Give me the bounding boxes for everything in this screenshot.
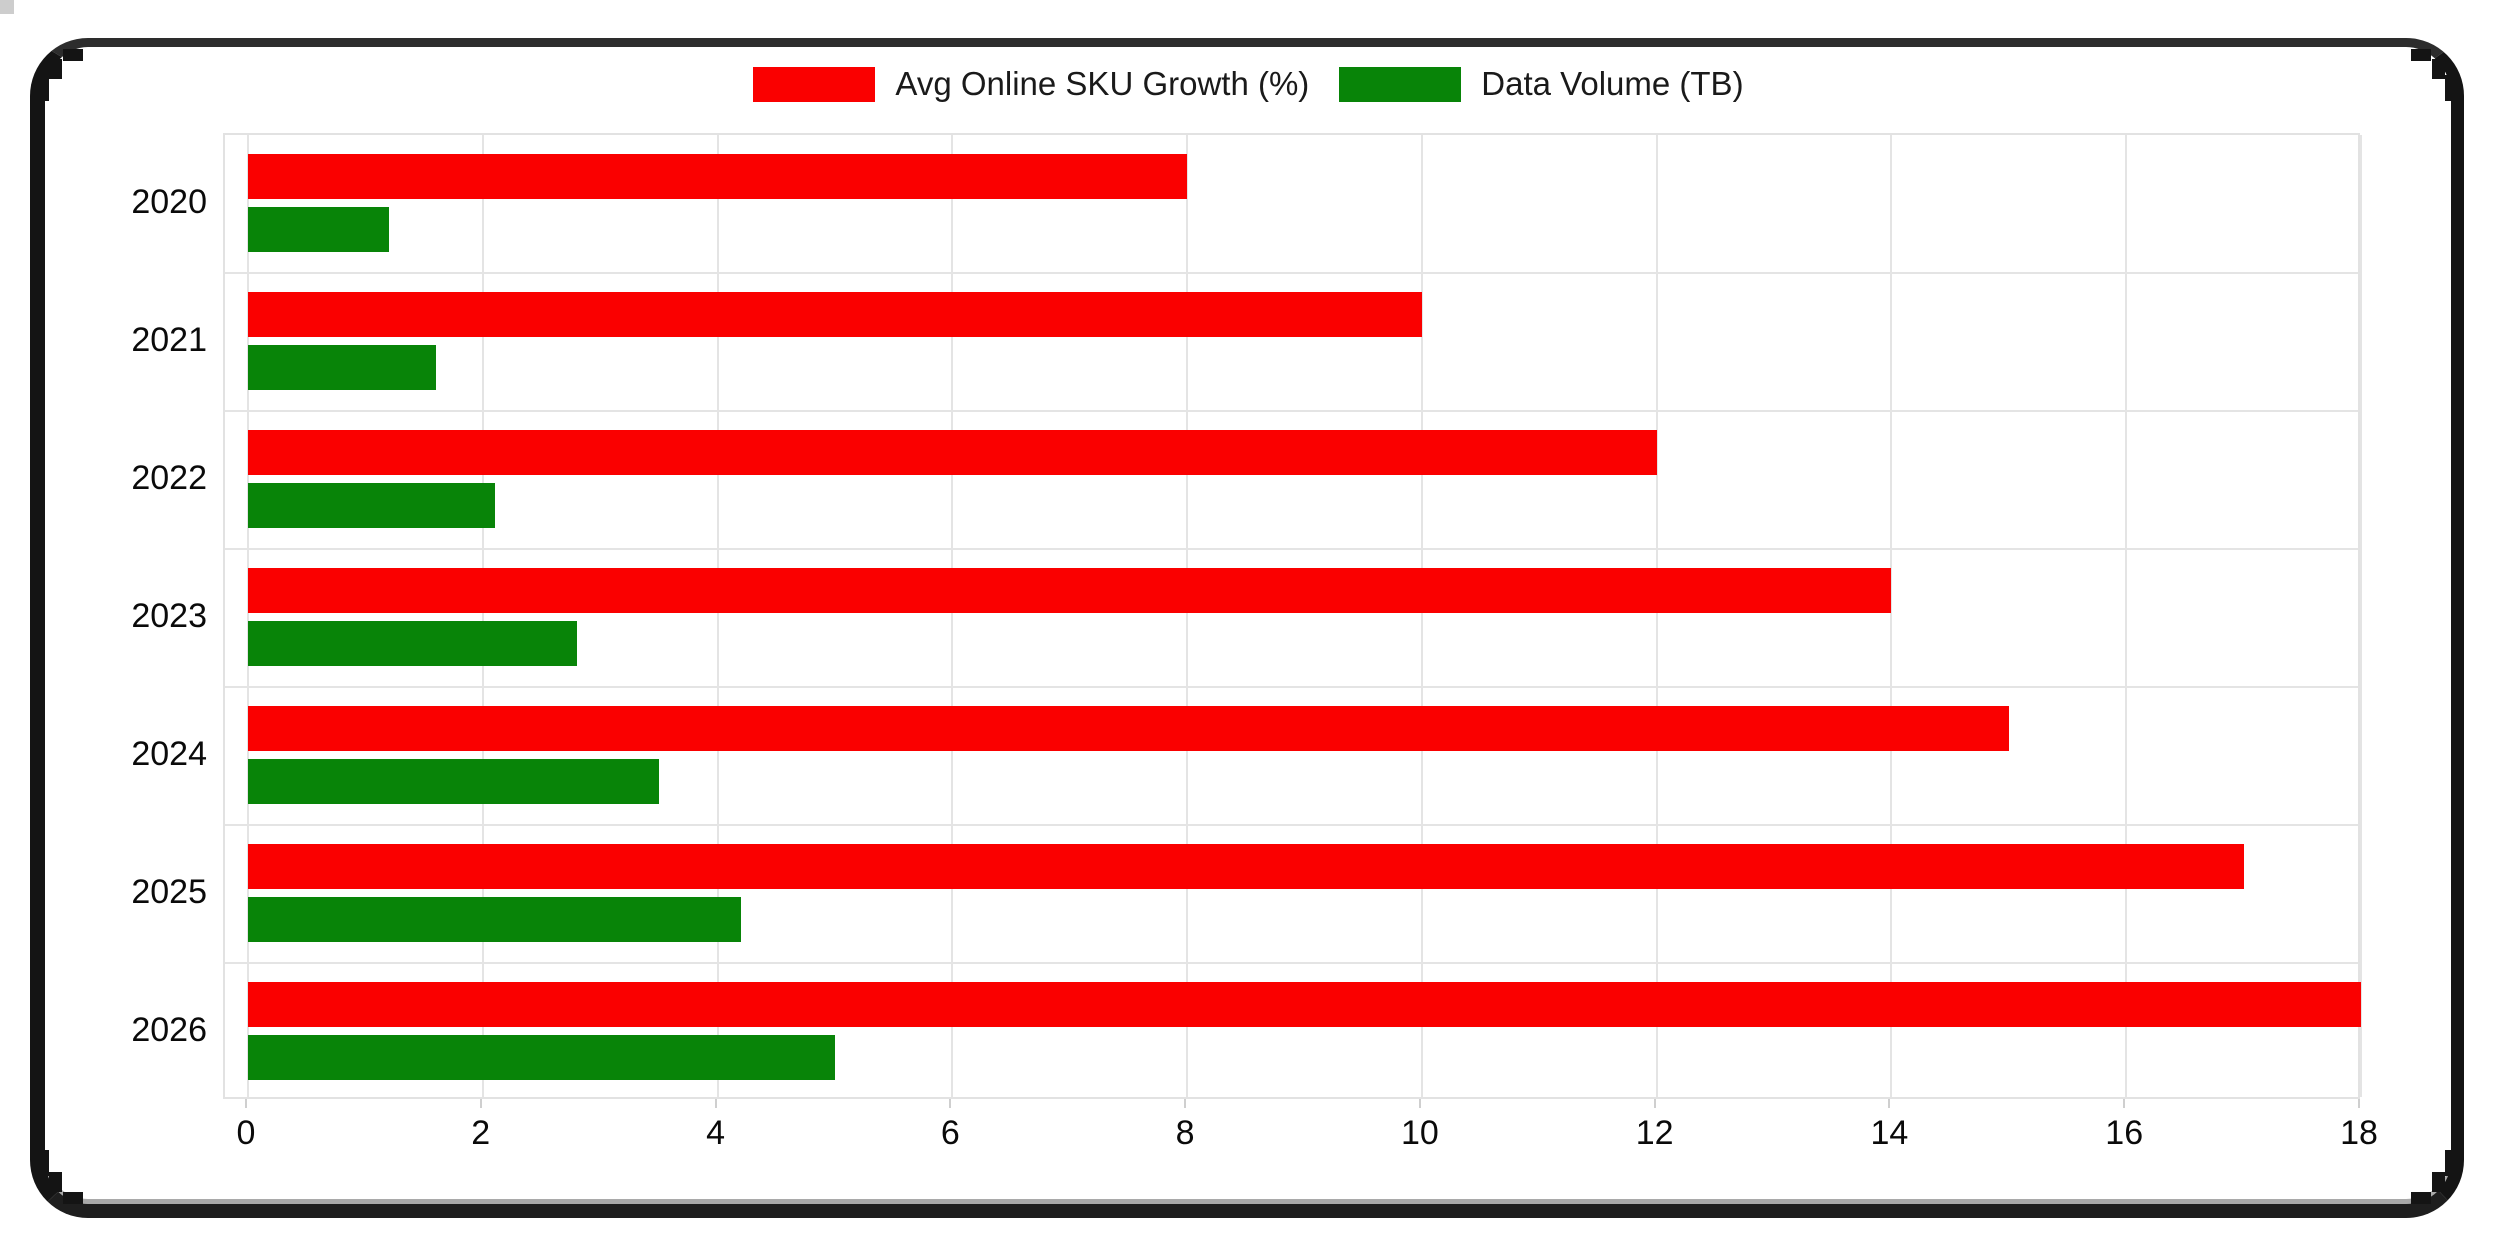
frame-jag xyxy=(63,1192,83,1204)
gridline-vertical xyxy=(1655,135,1658,1097)
x-tick-mark xyxy=(1653,1099,1656,1108)
x-tick-mark xyxy=(1418,1099,1421,1108)
legend-swatch-avg-online-sku-growth xyxy=(753,66,876,102)
gridline-vertical xyxy=(481,135,484,1097)
x-tick-label: 14 xyxy=(1870,1114,1909,1152)
x-tick-mark xyxy=(479,1099,482,1108)
x-tick-mark xyxy=(1888,1099,1891,1108)
y-axis-label-2026: 2026 xyxy=(131,1011,207,1049)
gridline-vertical xyxy=(1890,135,1893,1097)
bar-data-volume-tb-2025 xyxy=(248,897,742,942)
x-tick-label: 12 xyxy=(1635,1114,1674,1152)
gridline-vertical xyxy=(1186,135,1189,1097)
frame-jag xyxy=(49,1172,62,1192)
plot-area xyxy=(223,133,2362,1099)
x-tick-label: 16 xyxy=(2105,1114,2144,1152)
gridline-horizontal xyxy=(225,962,2358,964)
legend-swatch-data-volume-tb xyxy=(1339,66,1462,102)
y-axis-label-2020: 2020 xyxy=(131,183,207,221)
frame-jag xyxy=(2445,1150,2458,1176)
gridline-horizontal xyxy=(225,272,2358,274)
chart-legend: Avg Online SKU Growth (%) Data Volume (TB… xyxy=(0,60,2497,108)
gridline-vertical xyxy=(951,135,954,1097)
gridline-vertical xyxy=(1420,135,1423,1097)
x-tick-label: 2 xyxy=(471,1114,491,1152)
gridline-vertical xyxy=(2125,135,2128,1097)
gridline-vertical xyxy=(716,135,719,1097)
legend-item-data-volume-tb: Data Volume (TB) xyxy=(1339,65,1744,103)
bar-avg-online-sku-growth-2023 xyxy=(248,568,1892,613)
bar-data-volume-tb-2024 xyxy=(248,759,659,804)
y-axis-label-2023: 2023 xyxy=(131,597,207,635)
x-tick-label: 0 xyxy=(236,1114,256,1152)
bar-avg-online-sku-growth-2024 xyxy=(248,706,2009,751)
x-tick-label: 18 xyxy=(2340,1114,2378,1152)
legend-label: Data Volume (TB) xyxy=(1481,65,1744,102)
x-tick-label: 8 xyxy=(1175,1114,1195,1152)
gridline-horizontal xyxy=(225,686,2358,688)
gridline-vertical xyxy=(247,135,249,1097)
x-tick-mark xyxy=(2358,1099,2360,1108)
bar-data-volume-tb-2021 xyxy=(248,345,436,390)
x-tick-mark xyxy=(1184,1099,1187,1108)
y-axis-label-2024: 2024 xyxy=(131,735,207,773)
bar-avg-online-sku-growth-2020 xyxy=(248,154,1188,199)
gridline-horizontal xyxy=(225,410,2358,412)
bar-data-volume-tb-2022 xyxy=(248,483,495,528)
x-tick-mark xyxy=(714,1099,717,1108)
x-tick-label: 6 xyxy=(940,1114,960,1152)
gridline-horizontal xyxy=(225,824,2358,826)
y-axis-label-2022: 2022 xyxy=(131,459,207,497)
x-tick-mark xyxy=(245,1099,247,1108)
legend-label: Avg Online SKU Growth (%) xyxy=(895,65,1310,102)
bar-avg-online-sku-growth-2022 xyxy=(248,430,1657,475)
bar-data-volume-tb-2023 xyxy=(248,621,577,666)
x-tick-label: 10 xyxy=(1400,1114,1439,1152)
x-tick-label: 4 xyxy=(706,1114,725,1152)
bar-data-volume-tb-2026 xyxy=(248,1035,835,1080)
y-axis-label-2025: 2025 xyxy=(131,873,207,911)
gridline-vertical xyxy=(2360,135,2362,1097)
frame-jag xyxy=(2432,1172,2445,1192)
bar-avg-online-sku-growth-2021 xyxy=(248,292,1422,337)
frame-jag xyxy=(36,1150,49,1176)
bar-avg-online-sku-growth-2025 xyxy=(248,844,2244,889)
frame-jag xyxy=(2411,1192,2431,1204)
y-axis-label-2021: 2021 xyxy=(131,321,207,359)
x-tick-mark xyxy=(949,1099,952,1108)
bar-avg-online-sku-growth-2026 xyxy=(248,982,2361,1027)
bar-data-volume-tb-2020 xyxy=(248,207,389,252)
gridline-horizontal xyxy=(225,548,2358,550)
legend-item-avg-online-sku-growth: Avg Online SKU Growth (%) xyxy=(753,65,1309,103)
corner-artifact xyxy=(0,0,14,14)
x-tick-mark xyxy=(2123,1099,2126,1108)
